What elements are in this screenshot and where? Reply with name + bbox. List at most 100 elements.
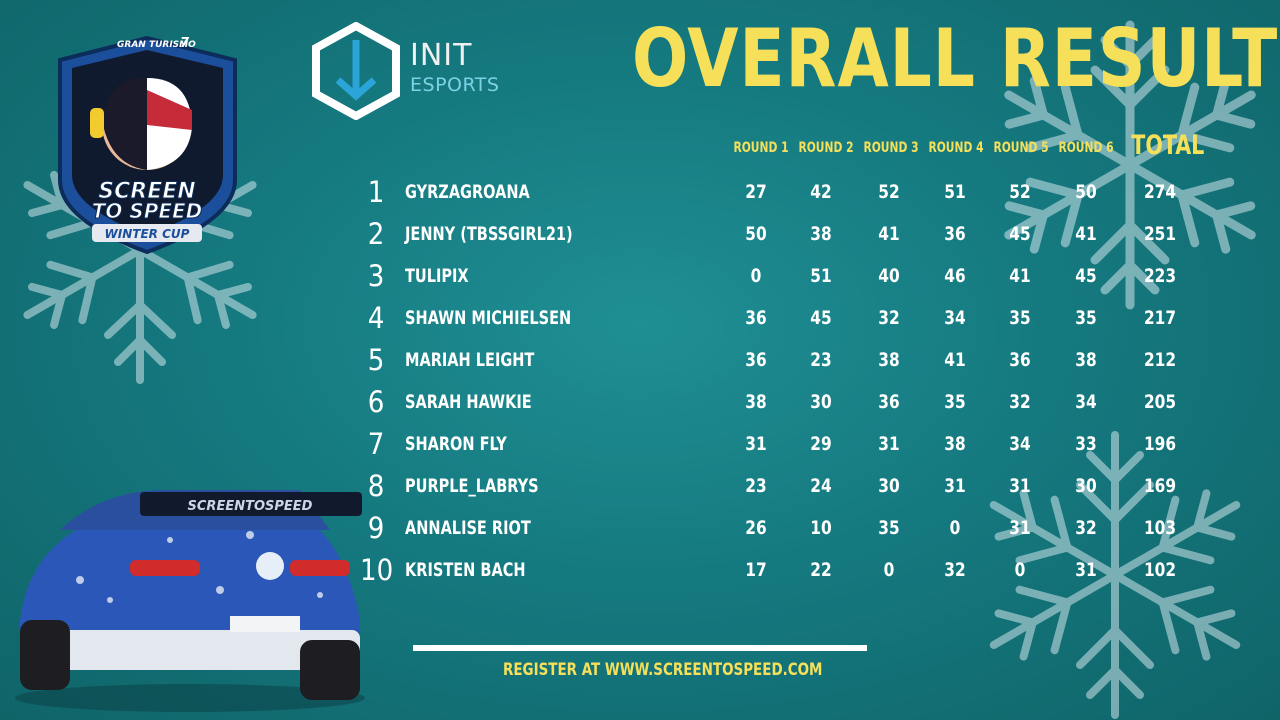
rank-number: 8	[367, 469, 385, 503]
race-car-illustration: SCREENTOSPEED	[15, 490, 365, 712]
player-name: SHAWN MICHIELSEN	[405, 307, 572, 329]
round-5-score: 36	[1009, 349, 1031, 371]
round-2-score: 45	[810, 307, 832, 329]
round-3-score: 52	[878, 181, 900, 203]
header-round-3: ROUND 3	[863, 140, 919, 156]
round-6-score: 34	[1075, 391, 1097, 413]
player-name: PURPLE_LABRYS	[405, 475, 539, 497]
round-5-score: 35	[1009, 307, 1031, 329]
round-1-score: 36	[745, 349, 767, 371]
table-row: 1 GYRZAGROANA 27 42 52 51 52 50 274	[0, 175, 1280, 217]
header-total: TOTAL	[1131, 130, 1205, 161]
round-4-score: 36	[944, 223, 966, 245]
rank-number: 4	[367, 301, 385, 335]
round-6-score: 31	[1075, 559, 1097, 581]
player-name: MARIAH LEIGHT	[405, 349, 535, 371]
round-4-score: 46	[944, 265, 966, 287]
event-line1: SCREEN	[98, 179, 195, 204]
player-name: SHARON FLY	[405, 433, 507, 455]
round-4-score: 38	[944, 433, 966, 455]
round-6-score: 35	[1075, 307, 1097, 329]
round-1-score: 17	[745, 559, 767, 581]
round-2-score: 42	[810, 181, 832, 203]
round-3-score: 35	[878, 517, 900, 539]
round-1-score: 0	[750, 265, 762, 287]
round-6-score: 45	[1075, 265, 1097, 287]
table-row: 7 SHARON FLY 31 29 31 38 34 33 196	[0, 427, 1280, 469]
round-5-score: 0	[1014, 559, 1026, 581]
page-title: OVERALL RESULTS	[632, 12, 1280, 105]
total-score: 169	[1143, 475, 1177, 497]
round-1-score: 27	[745, 181, 767, 203]
round-2-score: 30	[810, 391, 832, 413]
partner-subtitle: ESPORTS	[410, 74, 500, 96]
player-name: JENNY (TBSSGIRL21)	[405, 223, 573, 245]
header-round-2: ROUND 2	[798, 140, 854, 156]
rank-number: 9	[367, 511, 385, 545]
header-round-1: ROUND 1	[733, 140, 789, 156]
round-6-score: 30	[1075, 475, 1097, 497]
round-3-score: 40	[878, 265, 900, 287]
partner-name: INIT	[410, 38, 473, 73]
header-round-5: ROUND 5	[993, 140, 1049, 156]
register-link-text: REGISTER AT WWW.SCREENTOSPEED.COM	[503, 660, 823, 680]
table-row: 8 PURPLE_LABRYS 23 24 30 31 31 30 169	[0, 469, 1280, 511]
round-6-score: 50	[1075, 181, 1097, 203]
round-3-score: 41	[878, 223, 900, 245]
round-1-score: 31	[745, 433, 767, 455]
round-1-score: 36	[745, 307, 767, 329]
round-2-score: 23	[810, 349, 832, 371]
event-line2: TO SPEED	[92, 199, 203, 223]
round-3-score: 0	[883, 559, 895, 581]
player-name: SARAH HAWKIE	[405, 391, 532, 413]
rank-number: 2	[367, 217, 385, 251]
round-2-score: 10	[810, 517, 832, 539]
round-4-score: 34	[944, 307, 966, 329]
total-score: 212	[1143, 349, 1177, 371]
header-round-4: ROUND 4	[928, 140, 984, 156]
game-number-text: 7	[180, 36, 190, 51]
player-name: GYRZAGROANA	[405, 181, 530, 203]
round-3-score: 38	[878, 349, 900, 371]
table-row: 4 SHAWN MICHIELSEN 36 45 32 34 35 35 217	[0, 301, 1280, 343]
round-4-score: 0	[949, 517, 961, 539]
round-4-score: 35	[944, 391, 966, 413]
round-2-score: 51	[810, 265, 832, 287]
rank-number: 7	[367, 427, 385, 461]
round-1-score: 50	[745, 223, 767, 245]
total-score: 274	[1143, 181, 1177, 203]
player-name: TULIPIX	[405, 265, 469, 287]
table-row: 3 TULIPIX 0 51 40 46 41 45 223	[0, 259, 1280, 301]
round-2-score: 29	[810, 433, 832, 455]
round-3-score: 36	[878, 391, 900, 413]
round-2-score: 24	[810, 475, 832, 497]
total-score: 251	[1143, 223, 1177, 245]
round-5-score: 52	[1009, 181, 1031, 203]
round-3-score: 32	[878, 307, 900, 329]
car-livery-text: SCREENTOSPEED	[188, 499, 313, 514]
rank-number: 10	[360, 553, 394, 587]
round-2-score: 38	[810, 223, 832, 245]
total-score: 103	[1143, 517, 1177, 539]
total-score: 196	[1143, 433, 1177, 455]
round-5-score: 32	[1009, 391, 1031, 413]
rank-number: 5	[367, 343, 385, 377]
round-5-score: 31	[1009, 475, 1031, 497]
round-4-score: 32	[944, 559, 966, 581]
table-row: 6 SARAH HAWKIE 38 30 36 35 32 34 205	[0, 385, 1280, 427]
round-6-score: 33	[1075, 433, 1097, 455]
round-5-score: 41	[1009, 265, 1031, 287]
player-name: KRISTEN BACH	[405, 559, 526, 581]
round-6-score: 41	[1075, 223, 1097, 245]
rank-number: 6	[367, 385, 385, 419]
screen-to-speed-logo: GRAN TURISMO 7 SCREEN TO SPEED WINTER CU…	[58, 35, 237, 255]
rank-number: 1	[367, 175, 385, 209]
round-6-score: 32	[1075, 517, 1097, 539]
snowflake-top-right-icon	[980, 20, 1280, 330]
footer-divider	[413, 645, 867, 651]
round-2-score: 22	[810, 559, 832, 581]
table-row: 2 JENNY (TBSSGIRL21) 50 38 41 36 45 41 251	[0, 217, 1280, 259]
round-5-score: 45	[1009, 223, 1031, 245]
total-score: 223	[1143, 265, 1177, 287]
round-1-score: 38	[745, 391, 767, 413]
